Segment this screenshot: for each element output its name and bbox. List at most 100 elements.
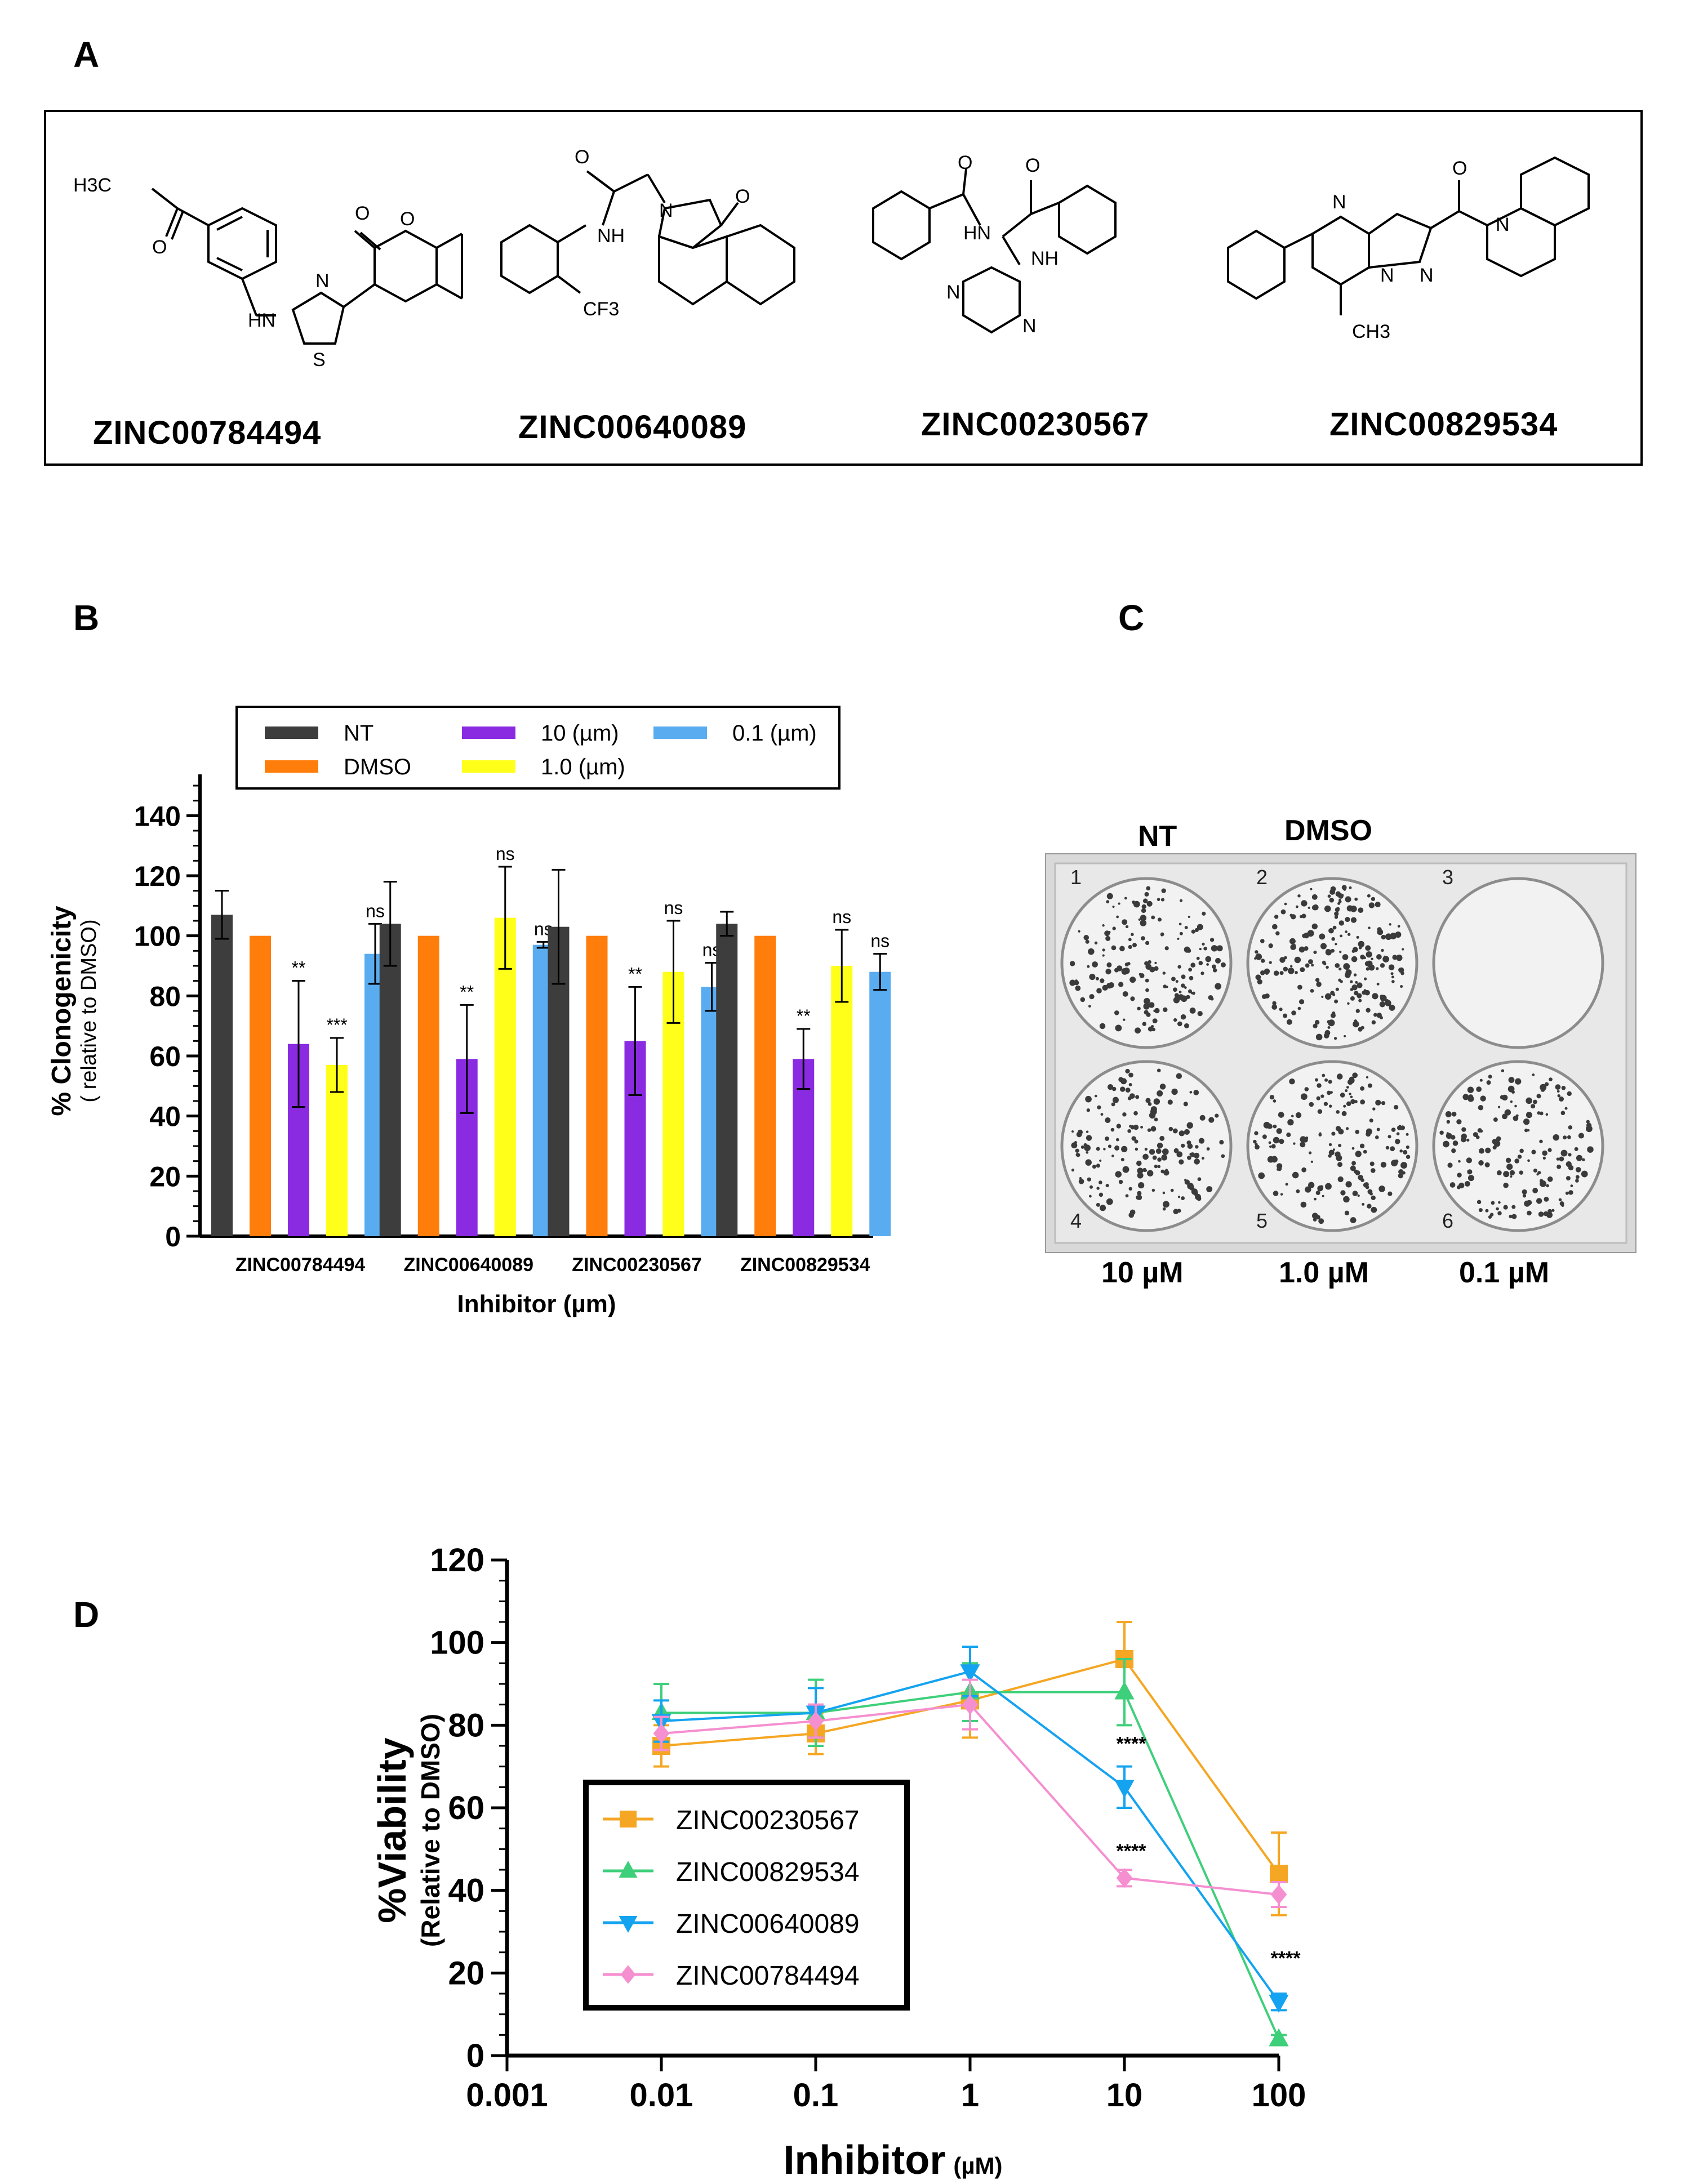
- colony: [1089, 1185, 1093, 1189]
- colony: [1108, 931, 1111, 934]
- legend-label: 1.0 (µm): [541, 755, 625, 779]
- colony: [1502, 1113, 1507, 1120]
- data-point: [1269, 2028, 1289, 2047]
- colony: [1389, 1004, 1395, 1011]
- colony: [1071, 1142, 1078, 1149]
- colony: [1292, 1171, 1299, 1179]
- colony: [1135, 1095, 1140, 1099]
- colony: [1177, 1021, 1182, 1027]
- bar: [754, 935, 776, 1236]
- colony: [1096, 1147, 1100, 1151]
- legend-label: ZINC00640089: [676, 1909, 860, 1939]
- colony: [1135, 1147, 1139, 1151]
- colony: [1300, 1142, 1306, 1148]
- colony: [1186, 995, 1190, 1000]
- colony: [1171, 1088, 1178, 1095]
- colony: [1536, 1198, 1542, 1204]
- colony: [1478, 1105, 1484, 1111]
- colony: [1272, 1001, 1277, 1006]
- colony: [1338, 898, 1341, 902]
- colony: [1197, 1011, 1203, 1017]
- colony: [1130, 996, 1135, 1001]
- colony: [1146, 901, 1153, 907]
- colony: [1157, 1142, 1163, 1149]
- colony: [1221, 1154, 1225, 1158]
- colony: [1310, 888, 1313, 890]
- colony: [1350, 1095, 1353, 1098]
- colony: [1144, 997, 1150, 1005]
- significance-label: ****: [1271, 1948, 1301, 1969]
- colony: [1366, 951, 1372, 958]
- y-tick-label: 120: [134, 861, 181, 892]
- atom-label: O: [575, 146, 589, 168]
- colony: [1559, 1156, 1564, 1162]
- colony: [1497, 1106, 1501, 1108]
- colony: [1162, 971, 1166, 975]
- colony: [1308, 959, 1313, 964]
- colony: [1452, 1140, 1458, 1146]
- colony: [1106, 962, 1112, 968]
- colony: [1095, 977, 1099, 980]
- colony: [1147, 1170, 1154, 1176]
- y-axis-label: %Viability: [370, 1737, 414, 1923]
- colony: [1140, 915, 1147, 921]
- colony: [1320, 1094, 1324, 1098]
- colony: [1314, 1020, 1320, 1025]
- colony: [1371, 957, 1373, 960]
- colony: [1154, 961, 1157, 964]
- well-number: 2: [1256, 866, 1268, 889]
- colony: [1135, 1027, 1141, 1034]
- colony: [1253, 1139, 1257, 1144]
- colony: [1258, 1172, 1265, 1179]
- colony: [1381, 948, 1384, 952]
- colony: [1315, 1033, 1323, 1041]
- colony: [1446, 1132, 1449, 1135]
- colony: [1102, 924, 1105, 927]
- x-tick-label: 0.01: [630, 2077, 693, 2114]
- colony: [1301, 900, 1308, 907]
- colony: [1321, 995, 1324, 999]
- colony: [1118, 1077, 1124, 1082]
- colony: [1330, 991, 1335, 996]
- colony: [1567, 1135, 1571, 1139]
- colony: [1557, 1090, 1560, 1093]
- colony: [1319, 1185, 1324, 1189]
- colony: [1124, 897, 1127, 900]
- colony: [1202, 911, 1206, 916]
- colony: [1327, 1090, 1331, 1095]
- colony: [1536, 1173, 1539, 1176]
- colony: [1360, 1099, 1366, 1105]
- colony: [1122, 1166, 1129, 1173]
- y-tick-label: 100: [134, 921, 181, 952]
- colony: [1501, 1069, 1505, 1073]
- colony: [1311, 894, 1318, 900]
- colony: [1157, 1090, 1163, 1097]
- colony: [1560, 1111, 1566, 1116]
- well: [1432, 1060, 1604, 1232]
- colony: [1186, 1140, 1191, 1146]
- colony: [1581, 1170, 1588, 1178]
- colony: [1195, 1145, 1199, 1149]
- legend-swatch: [462, 726, 515, 739]
- colony: [1527, 1159, 1530, 1162]
- colony: [1350, 1217, 1357, 1224]
- colony: [1400, 985, 1403, 988]
- colony: [1255, 950, 1258, 954]
- colony: [1261, 994, 1267, 999]
- colony: [1570, 1184, 1573, 1188]
- colony: [1110, 1127, 1115, 1132]
- colony: [1337, 1176, 1344, 1183]
- colony: [1377, 929, 1384, 935]
- colony: [1505, 1157, 1511, 1164]
- colony: [1532, 1188, 1538, 1193]
- colony: [1339, 951, 1342, 953]
- colony: [1128, 938, 1132, 942]
- legend: NT DMSO 10 (µm) 1.0 (µm) 0.1 (µm): [235, 706, 840, 790]
- colony: [1365, 1185, 1369, 1189]
- colony: [1146, 886, 1151, 891]
- colony: [1507, 1085, 1515, 1093]
- colony: [1319, 933, 1326, 940]
- colony: [1114, 1010, 1119, 1015]
- colony: [1367, 1132, 1371, 1135]
- colony: [1369, 1118, 1373, 1123]
